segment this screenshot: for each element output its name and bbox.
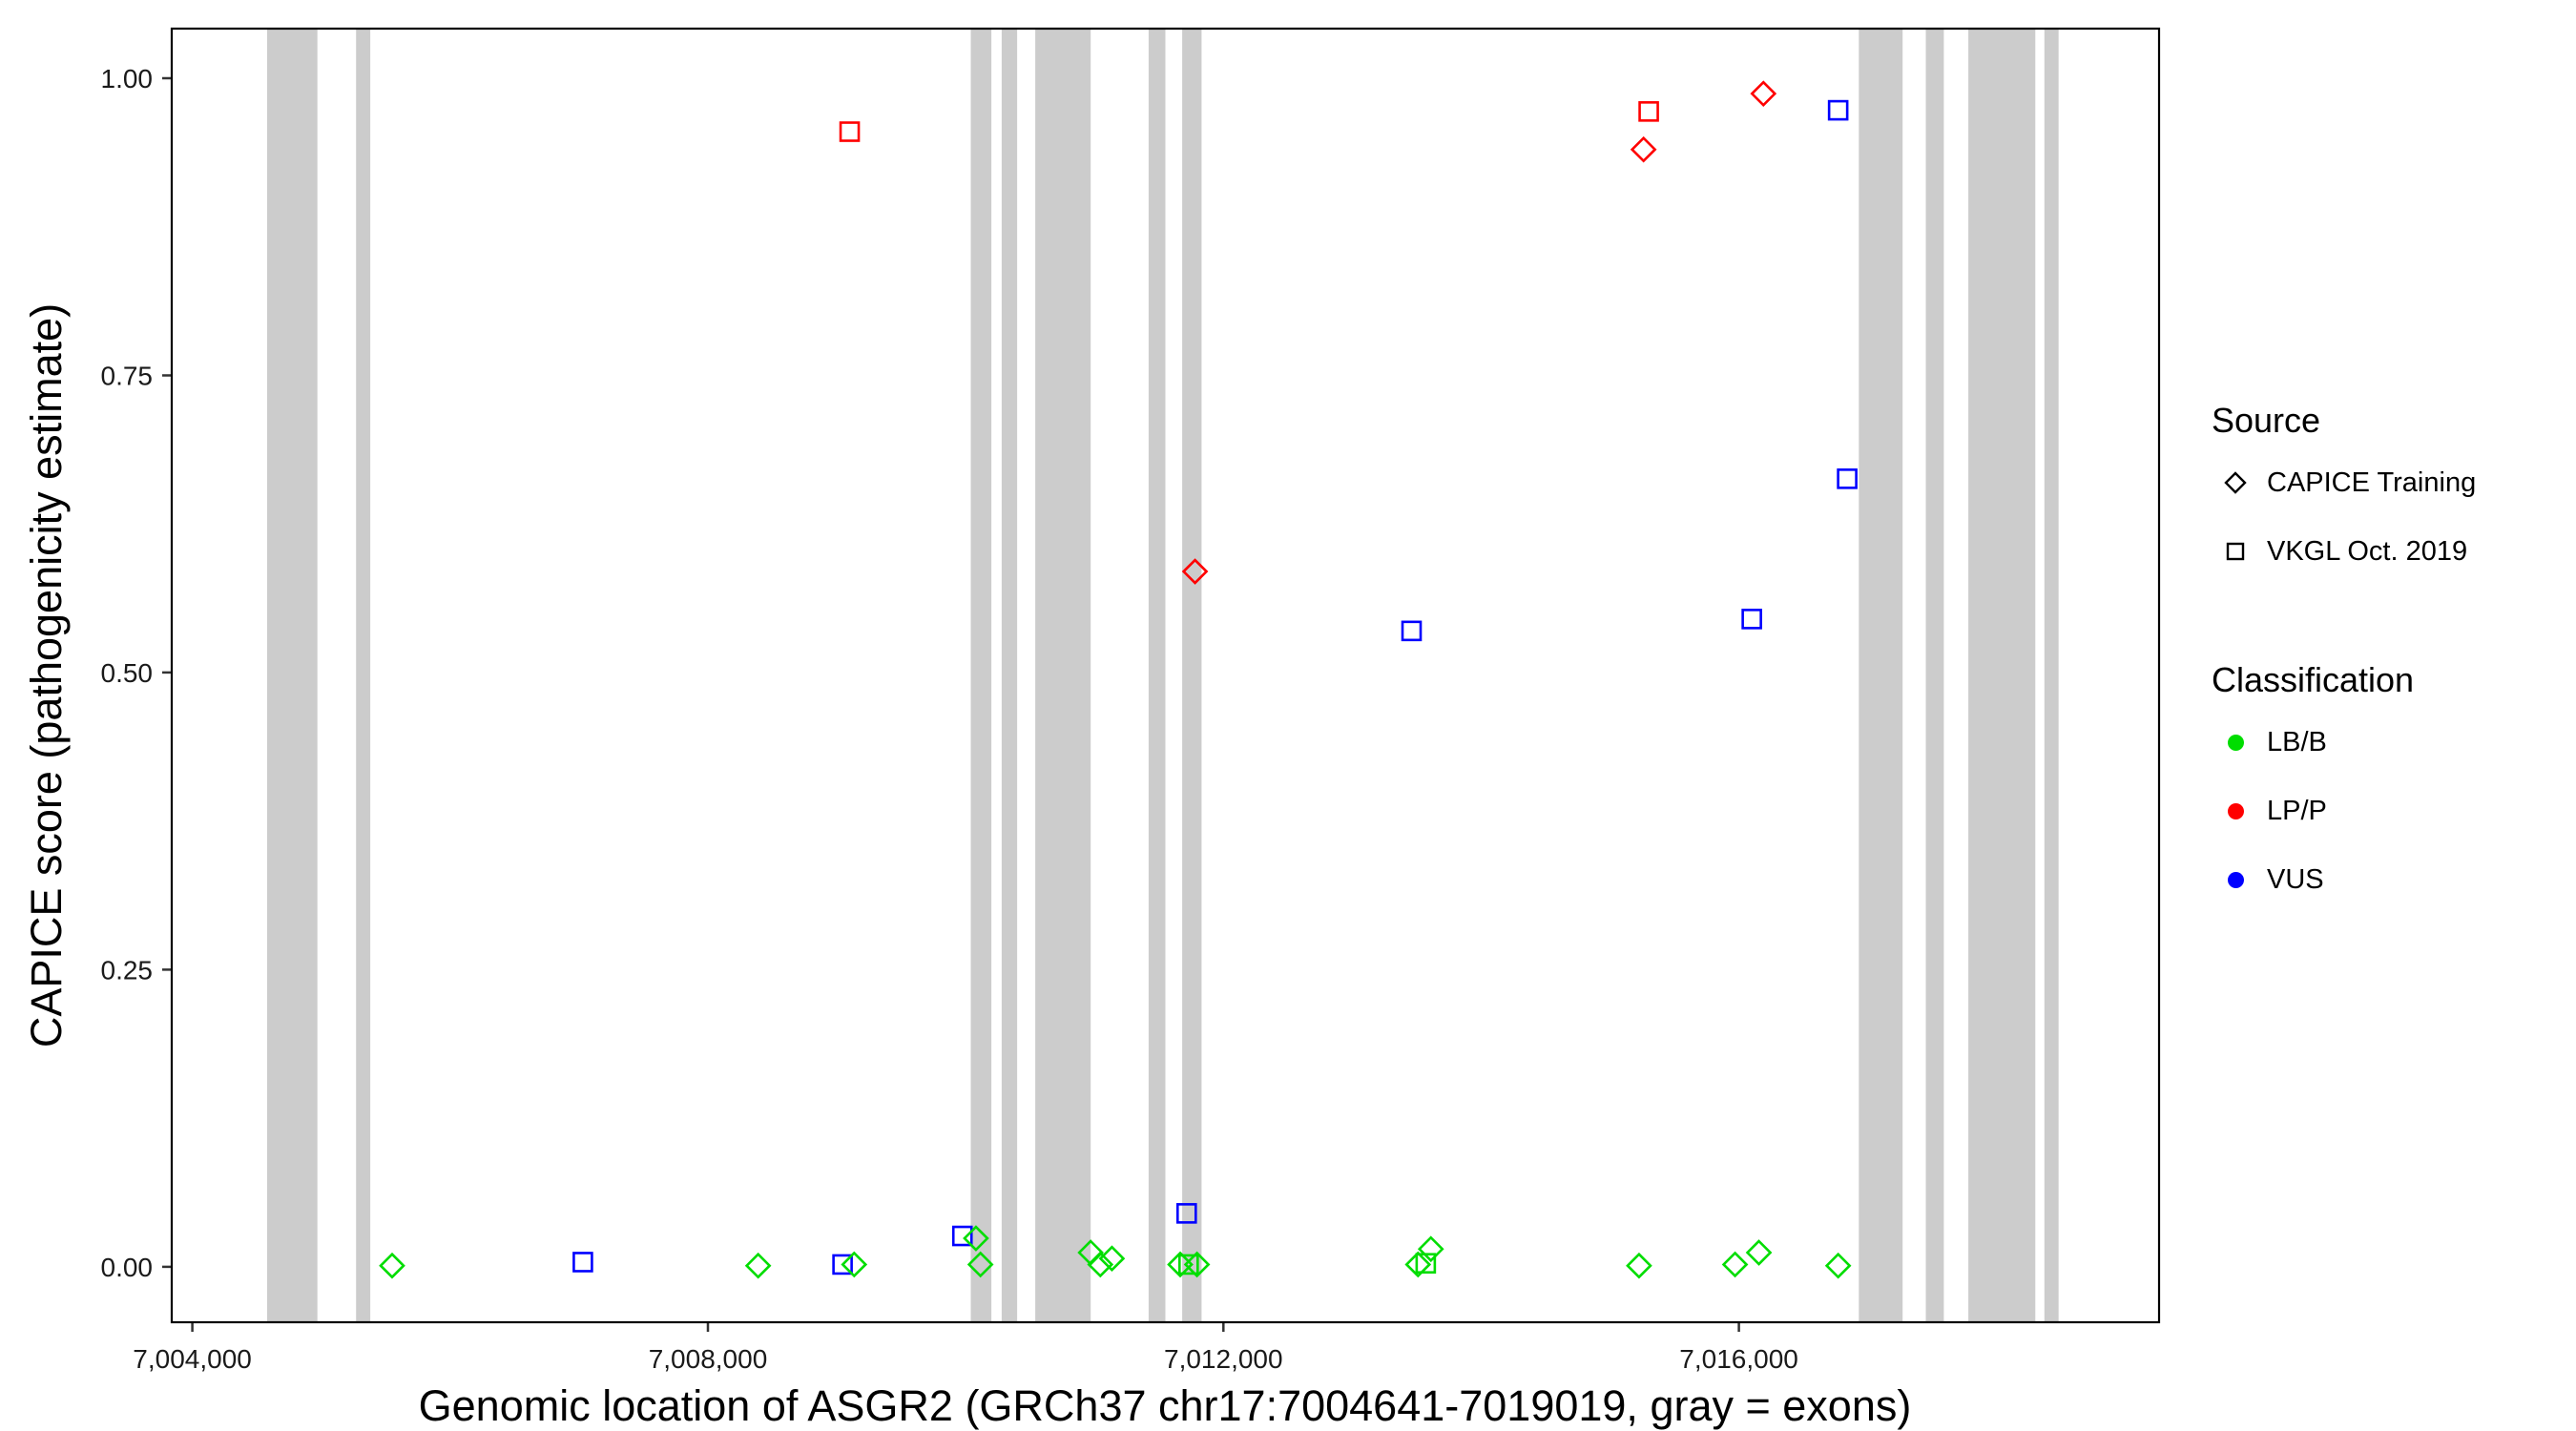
legend-item-label: LB/B bbox=[2267, 726, 2327, 757]
exon-bar bbox=[1001, 29, 1018, 1322]
classification-swatch bbox=[2221, 797, 2250, 825]
data-point-diamond bbox=[1098, 1245, 1126, 1273]
data-point-diamond bbox=[1745, 1239, 1773, 1266]
legend-item-label: VUS bbox=[2267, 863, 2324, 895]
data-point-diamond bbox=[1404, 1251, 1432, 1278]
data-point-diamond bbox=[1183, 1251, 1211, 1278]
data-point-diamond bbox=[1750, 80, 1777, 107]
legend-shape bbox=[2224, 471, 2247, 494]
legend-item-label: LP/P bbox=[2267, 795, 2327, 826]
exon-bar bbox=[1182, 29, 1202, 1322]
legend-classification-item: LP/P bbox=[2212, 788, 2476, 834]
legend-source-item: CAPICE Training bbox=[2212, 460, 2476, 506]
data-point-diamond bbox=[1181, 558, 1209, 585]
y-axis-tick-label: 0.00 bbox=[101, 1253, 154, 1282]
data-point-square bbox=[839, 121, 861, 142]
plot-panel-border bbox=[170, 27, 2161, 1324]
x-axis-tick-label: 7,012,000 bbox=[1164, 1344, 1283, 1374]
legend-source-item: VKGL Oct. 2019 bbox=[2212, 529, 2476, 574]
data-point-diamond bbox=[744, 1252, 772, 1279]
legend-classification-item: LB/B bbox=[2212, 719, 2476, 765]
data-point-square bbox=[1178, 1254, 1199, 1275]
data-point-diamond bbox=[1824, 1252, 1852, 1279]
x-axis-tick-label: 7,004,000 bbox=[133, 1344, 252, 1374]
exon-bar bbox=[1035, 29, 1091, 1322]
diamond-icon bbox=[2224, 471, 2247, 494]
data-point-square bbox=[1638, 101, 1659, 122]
data-point-square bbox=[1837, 468, 1858, 489]
data-point-diamond bbox=[1626, 1252, 1652, 1279]
y-axis-tick-label: 0.25 bbox=[101, 955, 154, 985]
legend-shape bbox=[2226, 542, 2245, 561]
data-point-diamond bbox=[1630, 135, 1657, 163]
data-point-diamond bbox=[966, 1251, 994, 1278]
square-icon bbox=[2226, 542, 2245, 561]
legend-classification-items: LB/B LP/P VUS bbox=[2212, 719, 2476, 902]
classification-swatch bbox=[2221, 865, 2250, 894]
classification-swatch bbox=[2221, 728, 2250, 757]
data-point-square bbox=[951, 1225, 973, 1247]
data-point-diamond bbox=[1417, 1235, 1444, 1263]
color-dot-icon bbox=[2227, 802, 2244, 819]
legend-item-label: VKGL Oct. 2019 bbox=[2267, 535, 2468, 567]
y-axis-tick-label: 0.75 bbox=[101, 362, 154, 391]
data-point-square bbox=[1175, 1203, 1197, 1224]
legend-item-label: CAPICE Training bbox=[2267, 467, 2477, 498]
y-axis-title: CAPICE score (pathogenicity estimate) bbox=[22, 302, 71, 1048]
data-point-diamond bbox=[1087, 1251, 1114, 1278]
x-axis-title: Genomic location of ASGR2 (GRCh37 chr17:… bbox=[418, 1381, 1912, 1430]
data-point-square bbox=[572, 1252, 593, 1273]
data-point-square bbox=[1401, 620, 1423, 642]
exon-bar bbox=[1148, 29, 1166, 1322]
data-point-diamond bbox=[1721, 1251, 1749, 1278]
color-dot-icon bbox=[2227, 734, 2244, 751]
legend: Source CAPICE Training VKGL Oct. 2019 Cla… bbox=[2212, 401, 2476, 925]
color-dot-icon bbox=[2227, 871, 2244, 888]
exon-bar bbox=[356, 29, 371, 1322]
y-axis-tick-label: 1.00 bbox=[101, 64, 154, 93]
exon-bar bbox=[1859, 29, 1903, 1322]
y-axis-tick-label: 0.50 bbox=[101, 658, 154, 688]
data-point-diamond bbox=[379, 1252, 405, 1279]
exon-bar bbox=[2044, 29, 2059, 1322]
data-point-square bbox=[1741, 609, 1762, 630]
exon-bar bbox=[267, 29, 318, 1322]
exon-bar bbox=[1925, 29, 1944, 1322]
data-point-diamond bbox=[841, 1251, 868, 1278]
exon-bar bbox=[1968, 29, 2036, 1322]
legend-classification-title: Classification bbox=[2212, 660, 2415, 699]
data-point-square bbox=[1827, 99, 1849, 121]
exon-bar bbox=[970, 29, 992, 1322]
x-axis-tick-label: 7,016,000 bbox=[1679, 1344, 1798, 1374]
legend-classification-item: VUS bbox=[2212, 857, 2476, 902]
legend-source-title: Source bbox=[2212, 401, 2321, 440]
data-point-diamond bbox=[963, 1225, 989, 1252]
x-axis-tick-label: 7,008,000 bbox=[649, 1344, 768, 1374]
legend-source-items: CAPICE Training VKGL Oct. 2019 bbox=[2212, 460, 2476, 574]
data-point-square bbox=[832, 1254, 853, 1275]
